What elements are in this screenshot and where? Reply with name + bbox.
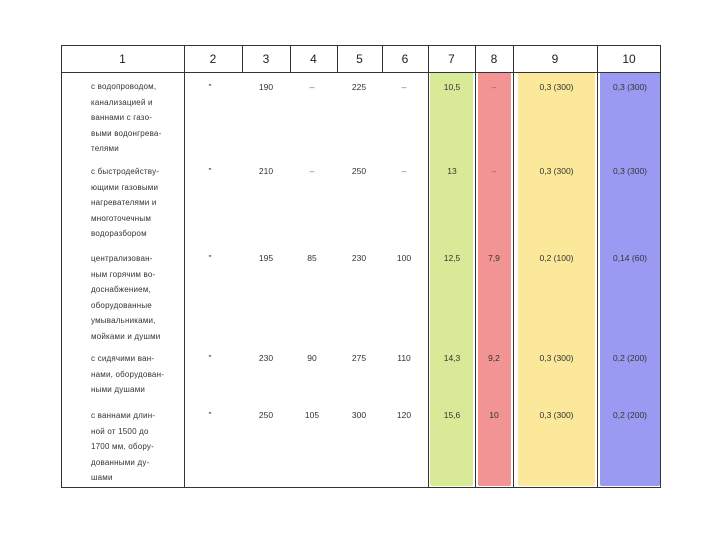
- header-col-10: 10: [622, 52, 636, 66]
- header-col-8: 8: [490, 52, 498, 66]
- column-divider: [597, 45, 598, 488]
- table-cell: ": [208, 82, 212, 92]
- table-cell: 225: [351, 82, 367, 92]
- table-cell: ": [208, 253, 212, 263]
- table-cell: 0,3 (300): [539, 353, 574, 363]
- column-9-highlight: [518, 72, 595, 486]
- header-divider: [61, 72, 661, 73]
- column-divider: [513, 45, 514, 488]
- table-cell: 105: [304, 410, 320, 420]
- table-cell: 275: [351, 353, 367, 363]
- table-cell: 10,5: [443, 82, 461, 92]
- column-divider: [475, 45, 476, 488]
- table-cell: 7,9: [488, 253, 500, 263]
- table-cell: ": [208, 410, 212, 420]
- column-divider: [290, 45, 291, 72]
- header-col-5: 5: [356, 52, 363, 66]
- table-cell: –: [309, 82, 315, 92]
- table-cell: 0,3 (300): [539, 410, 574, 420]
- column-divider: [428, 45, 429, 488]
- header-col-4: 4: [310, 52, 317, 66]
- header-col-1: 1: [119, 52, 126, 66]
- row-description: с ваннами длин- ной от 1500 до 1700 мм, …: [91, 411, 156, 482]
- row-description: централизован- ным горячим во- доснабжен…: [91, 254, 161, 341]
- table-cell: 120: [396, 410, 412, 420]
- table-cell: 0,14 (60): [612, 253, 648, 263]
- column-divider: [382, 45, 383, 72]
- table-cell: 210: [258, 166, 274, 176]
- header-col-7: 7: [448, 52, 455, 66]
- header-col-2: 2: [209, 52, 217, 66]
- column-8-highlight: [478, 72, 511, 486]
- table-cell: 230: [258, 353, 274, 363]
- header-col-6: 6: [401, 52, 409, 66]
- row-description: с быстродейству- ющими газовыми нагреват…: [91, 167, 160, 238]
- table-cell: 190: [258, 82, 274, 92]
- table-cell: 250: [258, 410, 274, 420]
- table-cell: 0,2 (100): [539, 253, 574, 263]
- table-cell: –: [401, 166, 407, 176]
- table-cell: 0,3 (300): [612, 166, 648, 176]
- header-col-9: 9: [551, 52, 559, 66]
- table-frame: [61, 45, 661, 488]
- table-cell: 9,2: [488, 353, 500, 363]
- table-cell: 0,2 (200): [612, 410, 648, 420]
- table-cell: –: [491, 166, 497, 176]
- table-cell: 10: [489, 410, 499, 420]
- table-cell: 100: [396, 253, 412, 263]
- table-cell: 13: [447, 166, 457, 176]
- table-cell: 0,3 (300): [539, 82, 574, 92]
- column-divider: [184, 45, 185, 488]
- table-cell: 195: [258, 253, 274, 263]
- row-description: с водопроводом, канализацией и ваннами с…: [91, 82, 162, 153]
- table-cell: ": [208, 166, 212, 176]
- header-col-3: 3: [262, 52, 270, 66]
- column-7-highlight: [430, 72, 473, 486]
- table-cell: ": [208, 353, 212, 363]
- table-cell: 90: [307, 353, 317, 363]
- table-cell: 85: [307, 253, 317, 263]
- table-cell: 14,3: [443, 353, 461, 363]
- table-cell: 0,2 (200): [612, 353, 648, 363]
- table-cell: 110: [397, 353, 411, 363]
- table-cell: 0,3 (300): [612, 82, 648, 92]
- column-10-highlight: [600, 72, 660, 486]
- table-cell: 12,5: [443, 253, 461, 263]
- table-cell: 230: [351, 253, 367, 263]
- column-divider: [337, 45, 338, 72]
- table-cell: 300: [351, 410, 367, 420]
- table-cell: 0,3 (300): [539, 166, 574, 176]
- table-cell: –: [309, 166, 315, 176]
- table-cell: –: [401, 82, 407, 92]
- table-cell: –: [491, 82, 497, 92]
- row-description: с сидячими ван- нами, оборудован- ными д…: [91, 354, 165, 394]
- table-cell: 250: [351, 166, 367, 176]
- column-divider: [242, 45, 243, 72]
- table-cell: 15,6: [443, 410, 461, 420]
